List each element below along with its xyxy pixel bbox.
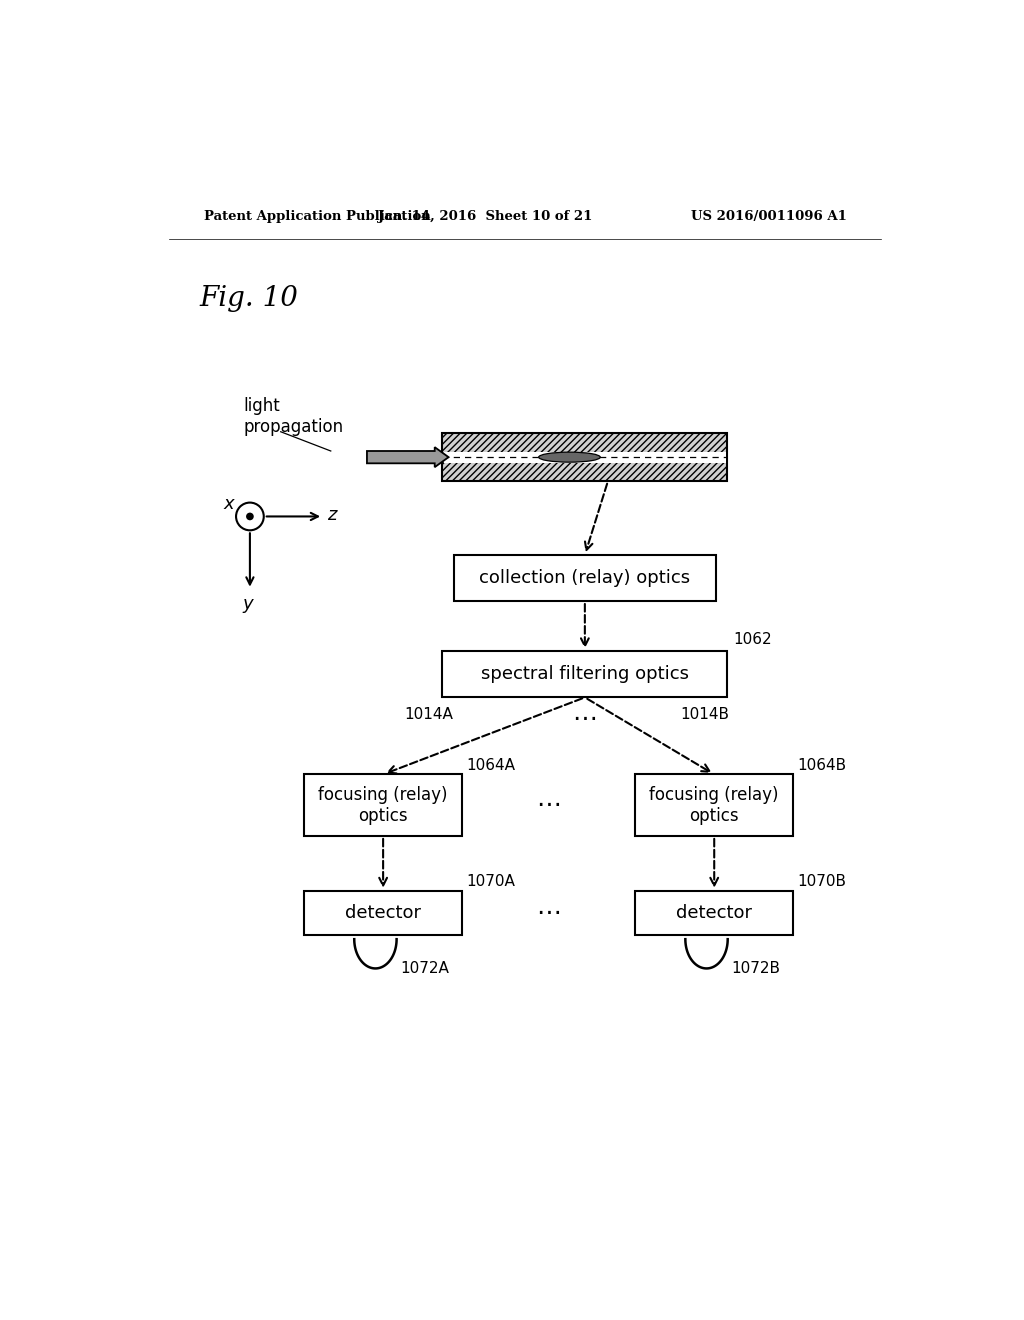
Bar [444,451,726,462]
Text: 1014B: 1014B [680,708,729,722]
Text: detector: detector [345,904,421,921]
Text: Patent Application Publication: Patent Application Publication [204,210,430,223]
Text: 1064B: 1064B [798,758,847,774]
FancyArrow shape [367,447,449,467]
Text: 1064A: 1064A [467,758,516,774]
Bar [304,775,462,836]
Bar [635,775,794,836]
Text: x: x [223,495,233,512]
Text: ⋯: ⋯ [572,708,597,731]
Bar [454,554,716,601]
Text: 1014A: 1014A [404,708,454,722]
Text: detector: detector [676,904,753,921]
Text: ⋯: ⋯ [537,793,561,817]
Circle shape [237,503,264,531]
Text: Jan. 14, 2016  Sheet 10 of 21: Jan. 14, 2016 Sheet 10 of 21 [378,210,592,223]
Text: 1070B: 1070B [798,874,847,890]
Ellipse shape [539,453,600,462]
Bar [304,891,462,936]
Text: Fig. 10: Fig. 10 [200,285,299,313]
Text: y: y [243,595,253,612]
Circle shape [246,512,254,520]
Text: spectral filtering optics: spectral filtering optics [481,665,689,684]
Text: z: z [327,506,337,524]
Text: focusing (relay)
optics: focusing (relay) optics [318,785,447,825]
Text: focusing (relay)
optics: focusing (relay) optics [649,785,779,825]
Text: 1070A: 1070A [467,874,515,890]
Bar [442,433,727,480]
Text: 1072B: 1072B [731,961,780,975]
Text: collection (relay) optics: collection (relay) optics [479,569,690,587]
Text: ⋯: ⋯ [537,902,561,925]
Text: light
propagation: light propagation [244,397,344,436]
Bar [635,891,794,936]
Text: 1062: 1062 [733,632,772,647]
Text: 1072A: 1072A [400,961,450,975]
Text: US 2016/0011096 A1: US 2016/0011096 A1 [691,210,847,223]
Bar [442,651,727,697]
